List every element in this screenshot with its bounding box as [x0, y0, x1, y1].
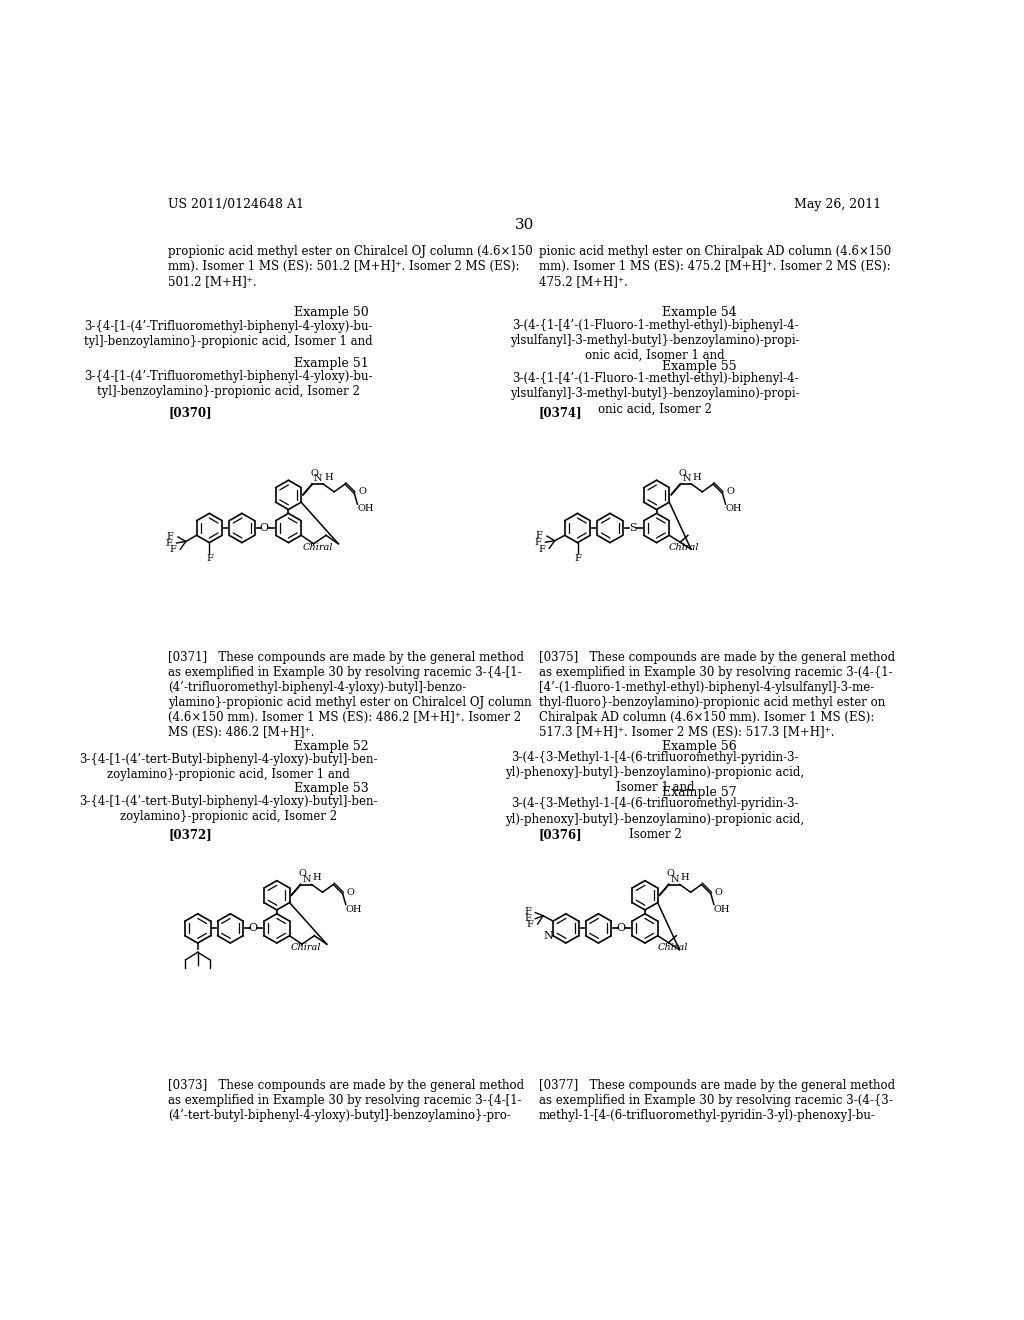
Text: 3-{4-[1-(4’-tert-Butyl-biphenyl-4-yloxy)-butyl]-ben-
zoylamino}-propionic acid, : 3-{4-[1-(4’-tert-Butyl-biphenyl-4-yloxy)…: [80, 795, 378, 824]
Text: F: F: [536, 531, 543, 540]
Text: F: F: [535, 537, 541, 546]
Text: Chiral: Chiral: [657, 944, 688, 952]
Text: Example 52: Example 52: [294, 739, 369, 752]
Text: Example 56: Example 56: [662, 739, 736, 752]
Text: OH: OH: [357, 504, 374, 513]
Text: O: O: [726, 487, 734, 496]
Text: O: O: [616, 924, 626, 933]
Text: S: S: [629, 523, 636, 533]
Text: 3-(4-{1-[4’-(1-Fluoro-1-methyl-ethyl)-biphenyl-4-
ylsulfanyl]-3-methyl-butyl}-be: 3-(4-{1-[4’-(1-Fluoro-1-methyl-ethyl)-bi…: [510, 318, 800, 362]
Text: O: O: [667, 870, 675, 878]
Text: 3-{4-[1-(4’-tert-Butyl-biphenyl-4-yloxy)-butyl]-ben-
zoylamino}-propionic acid, : 3-{4-[1-(4’-tert-Butyl-biphenyl-4-yloxy)…: [80, 752, 378, 781]
Text: 3-(4-{3-Methyl-1-[4-(6-trifluoromethyl-pyridin-3-
yl)-phenoxy]-butyl}-benzoylami: 3-(4-{3-Methyl-1-[4-(6-trifluoromethyl-p…: [506, 751, 805, 795]
Text: [0376]: [0376]: [539, 829, 583, 841]
Text: [0373]   These compounds are made by the general method
as exemplified in Exampl: [0373] These compounds are made by the g…: [168, 1078, 524, 1122]
Text: Example 50: Example 50: [294, 306, 369, 319]
Text: N: N: [314, 474, 323, 483]
Text: O: O: [678, 469, 686, 478]
Text: US 2011/0124648 A1: US 2011/0124648 A1: [168, 198, 304, 211]
Text: H: H: [324, 473, 333, 482]
Text: N: N: [302, 875, 311, 884]
Text: [0370]: [0370]: [168, 407, 212, 420]
Text: 3-{4-[1-(4’-Trifluoromethyl-biphenyl-4-yloxy)-bu-
tyl]-benzoylamino}-propionic a: 3-{4-[1-(4’-Trifluoromethyl-biphenyl-4-y…: [85, 370, 373, 399]
Text: H: H: [692, 473, 700, 482]
Text: [0374]: [0374]: [539, 407, 583, 420]
Text: [0372]: [0372]: [168, 829, 212, 841]
Text: O: O: [310, 469, 317, 478]
Text: Chiral: Chiral: [302, 543, 333, 552]
Text: F: F: [206, 553, 213, 562]
Text: O: O: [298, 870, 306, 878]
Text: propionic acid methyl ester on Chiralcel OJ column (4.6×150
mm). Isomer 1 MS (ES: propionic acid methyl ester on Chiralcel…: [168, 244, 534, 288]
Text: 3-(4-{1-[4’-(1-Fluoro-1-methyl-ethyl)-biphenyl-4-
ylsulfanyl]-3-methyl-butyl}-be: 3-(4-{1-[4’-(1-Fluoro-1-methyl-ethyl)-bi…: [510, 372, 800, 416]
Text: 30: 30: [515, 218, 535, 232]
Text: F: F: [167, 532, 174, 541]
Text: Example 57: Example 57: [662, 785, 736, 799]
Text: pionic acid methyl ester on Chiralpak AD column (4.6×150
mm). Isomer 1 MS (ES): : pionic acid methyl ester on Chiralpak AD…: [539, 244, 891, 288]
Text: [0377]   These compounds are made by the general method
as exemplified in Exampl: [0377] These compounds are made by the g…: [539, 1078, 895, 1122]
Text: O: O: [346, 888, 354, 896]
Text: F: F: [169, 545, 176, 554]
Text: F: F: [526, 920, 534, 929]
Text: O: O: [260, 523, 269, 533]
Text: F: F: [165, 539, 172, 548]
Text: Chiral: Chiral: [669, 543, 699, 552]
Text: N: N: [682, 474, 690, 483]
Text: 3-(4-{3-Methyl-1-[4-(6-trifluoromethyl-pyridin-3-
yl)-phenoxy]-butyl}-benzoylami: 3-(4-{3-Methyl-1-[4-(6-trifluoromethyl-p…: [506, 797, 805, 841]
Text: O: O: [248, 924, 257, 933]
Text: Chiral: Chiral: [291, 944, 322, 952]
Text: F: F: [524, 907, 531, 916]
Text: Example 51: Example 51: [294, 358, 369, 370]
Text: Example 55: Example 55: [662, 360, 736, 374]
Text: OH: OH: [714, 904, 730, 913]
Text: O: O: [358, 487, 366, 496]
Text: [0375]   These compounds are made by the general method
as exemplified in Exampl: [0375] These compounds are made by the g…: [539, 651, 895, 739]
Text: Example 53: Example 53: [294, 781, 369, 795]
Text: O: O: [715, 888, 723, 896]
Text: F: F: [538, 545, 545, 553]
Text: F: F: [524, 915, 531, 923]
Text: Example 54: Example 54: [662, 306, 736, 319]
Text: OH: OH: [726, 504, 742, 513]
Text: N: N: [671, 875, 679, 884]
Text: N: N: [544, 931, 553, 941]
Text: 3-{4-[1-(4’-Trifluoromethyl-biphenyl-4-yloxy)-bu-
tyl]-benzoylamino}-propionic a: 3-{4-[1-(4’-Trifluoromethyl-biphenyl-4-y…: [84, 321, 373, 348]
Text: OH: OH: [346, 904, 362, 913]
Text: H: H: [681, 874, 689, 882]
Text: May 26, 2011: May 26, 2011: [795, 198, 882, 211]
Text: H: H: [312, 874, 322, 882]
Text: [0371]   These compounds are made by the general method
as exemplified in Exampl: [0371] These compounds are made by the g…: [168, 651, 531, 739]
Text: F: F: [574, 553, 581, 562]
